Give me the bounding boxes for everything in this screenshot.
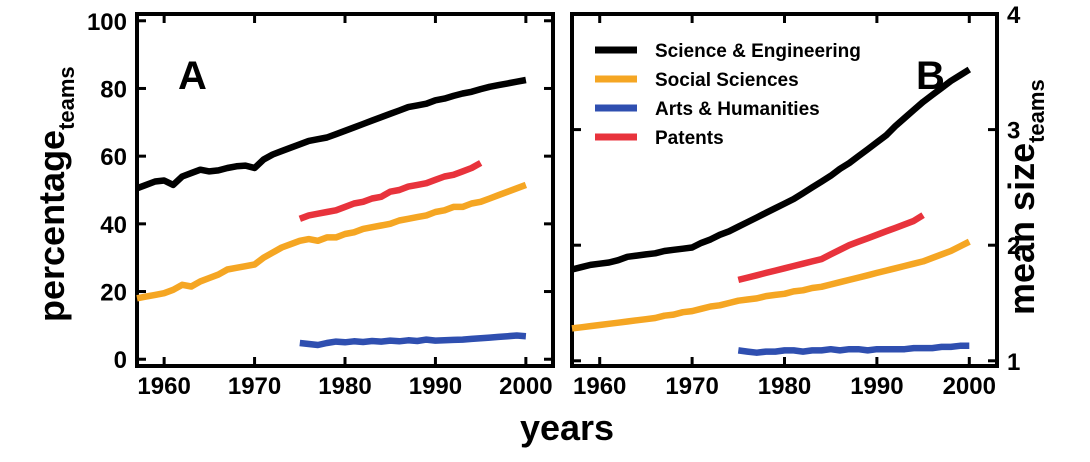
panel-a-ylabel-sub: teams [54,66,79,130]
legend-label: Arts & Humanities [655,99,820,120]
panel-a-series-science-engineering [135,76,527,192]
panel-a-ytick-label: 0 [114,347,127,374]
panel-a-series-patents [298,160,483,222]
panel-b-ytick-label: 1 [1007,349,1020,376]
panel-b-ytick-label: 4 [1007,2,1021,29]
panel-a: 1960 1970 1980 1990 2000 0 20 40 60 80 100 A perce… [31,9,555,400]
panel-a-ytick-label: 60 [100,144,127,171]
legend-label: Patents [655,128,724,149]
panel-b-ylabel-sub: teams [1024,79,1049,143]
panel-b-ytick-label: 3 [1007,118,1020,145]
panel-a-ylabel: percentageteams [31,66,79,322]
panel-b: 1960 1970 1980 1990 2000 1 2 3 4 B Science & Eng… [570,2,1049,400]
panel-b-xtick-label: 1960 [573,373,626,400]
x-axis-label: years [520,407,614,448]
panel-a-ylabel-main: percentage [31,130,72,322]
panel-b-xtick-label: 1970 [665,373,718,400]
legend: Science & Engineering Social Sciences Arts… [595,41,861,149]
panel-b-label: B [916,54,945,98]
panel-a-xtick-label: 2000 [499,373,552,400]
panel-a-xtick-label: 1980 [318,373,371,400]
panel-a-ytick-label: 100 [87,9,127,36]
panel-b-series-science-engineering [571,66,972,273]
panel-b-xtick-label: 1990 [850,373,903,400]
panel-a-ytick-label: 80 [100,76,127,103]
panel-b-ylabel-main: mean size [1001,143,1042,315]
panel-b-series-social-sciences [571,238,971,332]
panel-b-series-arts-humanities [737,342,970,356]
panel-b-ytick-label: 2 [1007,233,1020,260]
panel-b-xtick-label: 2000 [943,373,996,400]
panel-a-ytick-label: 40 [100,212,127,239]
panel-a-label: A [178,54,207,98]
panel-a-ytick-label: 20 [100,280,127,307]
panel-a-xtick-label: 1990 [409,373,462,400]
panel-a-series-social-sciences [136,181,528,302]
legend-label: Social Sciences [655,70,799,91]
panel-b-xtick-label: 1980 [758,373,811,400]
panel-a-xtick-label: 1970 [228,373,281,400]
legend-label: Science & Engineering [655,41,861,62]
panel-b-series-patents [737,212,925,284]
panel-b-ylabel: mean sizeteams [1001,79,1049,315]
panel-a-xtick-label: 1960 [137,373,190,400]
panel-a-series-arts-humanities [299,332,527,349]
